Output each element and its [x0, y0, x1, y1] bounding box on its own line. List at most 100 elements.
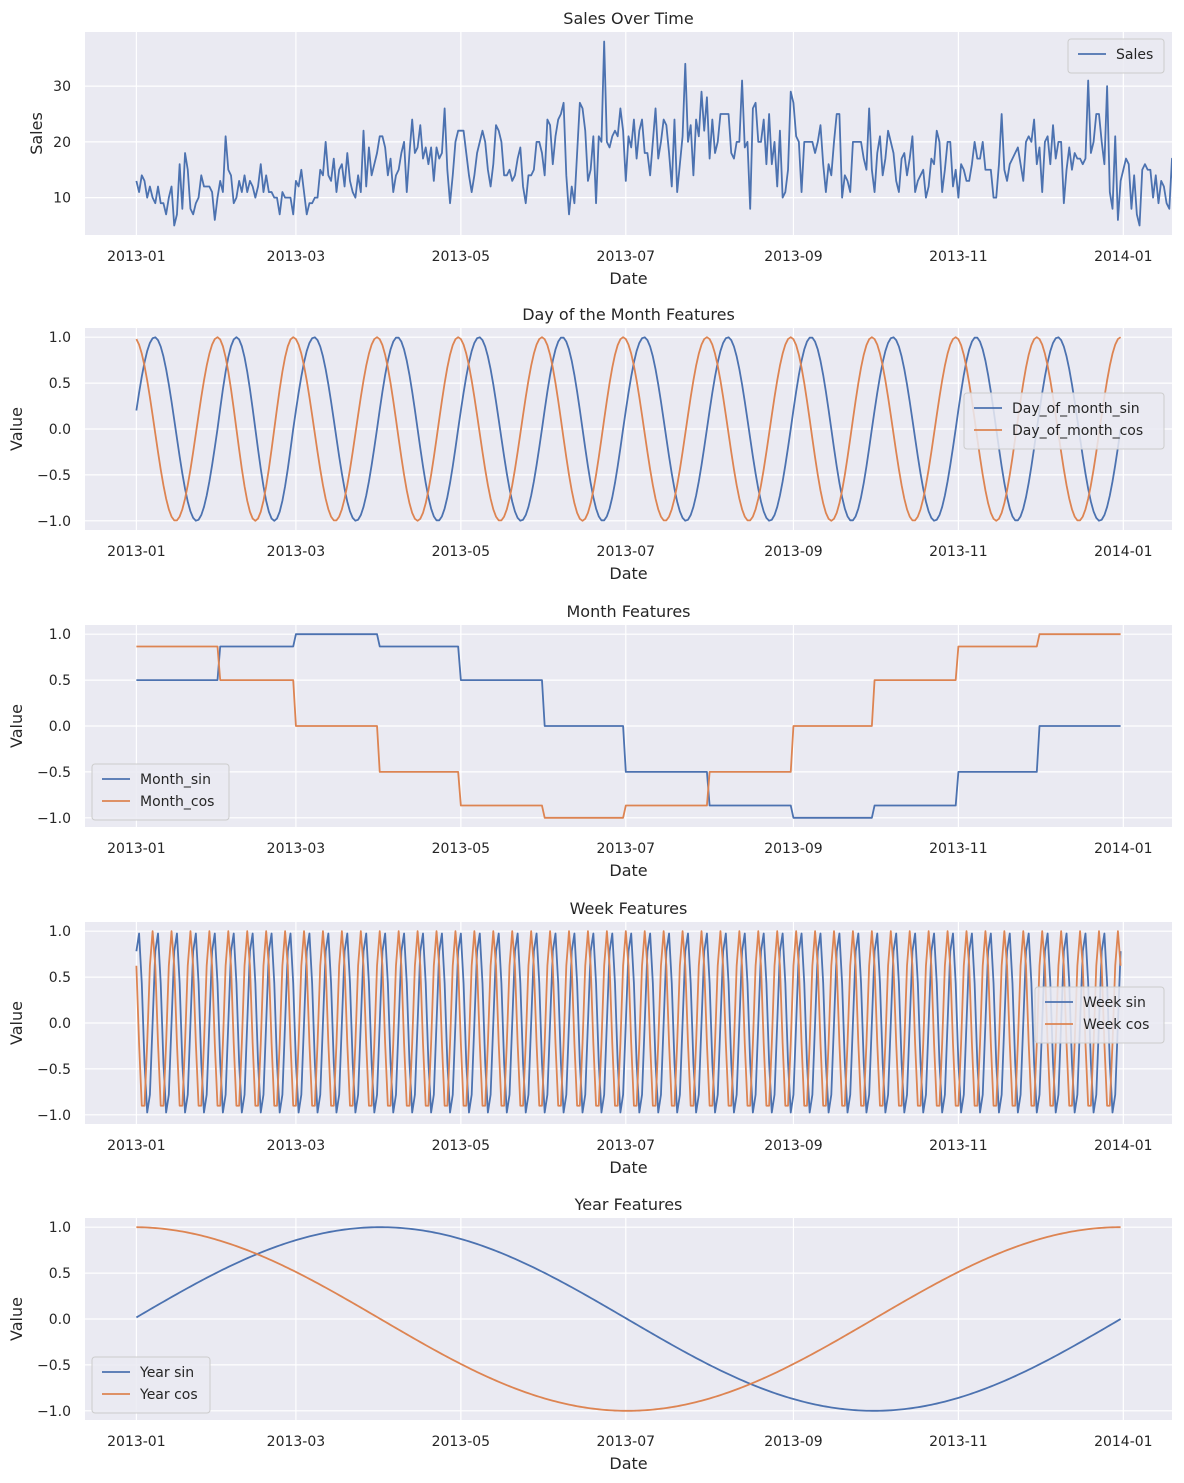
y-tick-label: 0.0 — [49, 1016, 71, 1032]
legend-entry: Year sin — [139, 1365, 194, 1381]
series-line-day-of-month-sin — [135, 336, 1122, 522]
x-axis-label: Date — [609, 269, 647, 288]
x-tick-label: 2014-01 — [1094, 1138, 1153, 1154]
y-tick-label: −0.5 — [37, 1062, 71, 1078]
x-tick-label: 2014-01 — [1094, 249, 1153, 265]
legend: Year sin Year cos — [91, 1356, 211, 1414]
y-tick-label: 1.0 — [49, 924, 71, 940]
x-tick-label: 2014-01 — [1094, 841, 1153, 857]
x-tick-label: 2013-07 — [597, 249, 656, 265]
x-tick-label: 2013-01 — [107, 1138, 166, 1154]
legend-entry: Sales — [1116, 47, 1153, 63]
chart-title: Year Features — [574, 1195, 683, 1214]
x-tick-label: 2013-11 — [929, 1138, 988, 1154]
legend-entry: Day_of_month_cos — [1012, 423, 1143, 439]
chart-title: Week Features — [570, 899, 688, 918]
x-tick-label: 2013-03 — [267, 249, 326, 265]
legend-entry: Month_cos — [140, 794, 214, 810]
legend: Day_of_month_sin Day_of_month_cos — [963, 392, 1165, 450]
y-tick-label: 0.5 — [49, 673, 71, 689]
y-axis-label: Sales — [27, 112, 46, 155]
y-tick-label: 20 — [53, 135, 71, 151]
y-tick-label: −0.5 — [37, 1358, 71, 1374]
series-line-month-sin — [136, 633, 1121, 819]
x-tick-label: 2013-07 — [597, 1434, 656, 1450]
y-tick-label: 1.0 — [49, 627, 71, 643]
y-axis-label: Value — [7, 407, 26, 451]
x-tick-label: 2013-07 — [597, 841, 656, 857]
y-axis-label: Value — [7, 704, 26, 748]
x-tick-label: 2013-01 — [107, 249, 166, 265]
series-line-week-sin — [135, 932, 1122, 1114]
x-axis-label: Date — [609, 861, 647, 880]
x-tick-label: 2013-03 — [267, 544, 326, 560]
legend-box — [91, 1356, 211, 1414]
y-tick-label: −1.0 — [37, 1404, 71, 1420]
x-tick-label: 2013-11 — [929, 1434, 988, 1450]
legend-entry: Day_of_month_sin — [1012, 401, 1140, 417]
x-tick-label: 2013-11 — [929, 841, 988, 857]
plot-area — [85, 32, 1172, 235]
y-tick-label: 10 — [53, 191, 71, 207]
x-tick-label: 2013-07 — [597, 1138, 656, 1154]
y-tick-label: 0.0 — [49, 422, 71, 438]
series-line-week-cos — [135, 930, 1122, 1107]
y-tick-label: 0.0 — [49, 1312, 71, 1328]
x-tick-label: 2013-03 — [267, 1434, 326, 1450]
legend: Month_sin Month_cos — [91, 763, 230, 821]
y-tick-label: 0.0 — [49, 719, 71, 735]
x-axis-label: Date — [609, 1158, 647, 1177]
legend-entry: Week sin — [1083, 995, 1146, 1011]
x-tick-label: 2013-01 — [107, 841, 166, 857]
y-axis-label: Value — [7, 1001, 26, 1045]
x-tick-label: 2013-07 — [597, 544, 656, 560]
y-tick-label: 1.0 — [49, 1220, 71, 1236]
y-tick-label: −0.5 — [37, 765, 71, 781]
x-axis-label: Date — [609, 1454, 647, 1473]
x-tick-label: 2013-09 — [764, 841, 823, 857]
x-tick-label: 2013-05 — [432, 1138, 491, 1154]
x-tick-label: 2013-09 — [764, 249, 823, 265]
x-tick-label: 2013-01 — [107, 1434, 166, 1450]
y-tick-label: −0.5 — [37, 468, 71, 484]
panel-5: 2013-01 2013-03 2013-05 2013-07 2013-09 2013-… — [7, 1195, 1172, 1473]
x-tick-label: 2013-05 — [432, 1434, 491, 1450]
panel-1: 2013-01 2013-03 2013-05 2013-07 2013-09 2013-… — [27, 9, 1172, 288]
panel-4: 2013-01 2013-03 2013-05 2013-07 2013-09 2013-… — [7, 899, 1172, 1177]
chart-title: Sales Over Time — [563, 9, 693, 28]
y-axis-label: Value — [7, 1297, 26, 1341]
y-tick-label: 0.5 — [49, 1266, 71, 1282]
x-tick-label: 2013-05 — [432, 544, 491, 560]
x-tick-label: 2013-11 — [929, 249, 988, 265]
legend: Sales — [1067, 38, 1165, 74]
x-tick-label: 2013-09 — [764, 1138, 823, 1154]
x-tick-label: 2013-03 — [267, 1138, 326, 1154]
legend-entry: Month_sin — [140, 772, 211, 788]
panel-2: 2013-01 2013-03 2013-05 2013-07 2013-09 2013-… — [7, 305, 1172, 583]
series-line-year-cos — [136, 1226, 1121, 1412]
x-tick-label: 2014-01 — [1094, 544, 1153, 560]
legend: Week sin Week cos — [1034, 986, 1165, 1044]
series-line-sales — [135, 40, 1172, 227]
x-tick-label: 2014-01 — [1094, 1434, 1153, 1450]
x-tick-label: 2013-09 — [764, 544, 823, 560]
series-line-day-of-month-cos — [135, 336, 1122, 522]
x-tick-label: 2013-05 — [432, 841, 491, 857]
legend-box — [91, 763, 230, 821]
x-tick-label: 2013-05 — [432, 249, 491, 265]
panel-3: 2013-01 2013-03 2013-05 2013-07 2013-09 2013-… — [7, 602, 1172, 880]
y-tick-label: 30 — [53, 79, 71, 95]
x-tick-label: 2013-11 — [929, 544, 988, 560]
legend-entry: Year cos — [139, 1387, 198, 1403]
series-line-month-cos — [136, 633, 1121, 819]
y-tick-label: 0.5 — [49, 970, 71, 986]
x-axis-label: Date — [609, 564, 647, 583]
x-tick-label: 2013-09 — [764, 1434, 823, 1450]
chart-title: Day of the Month Features — [522, 305, 735, 324]
y-tick-label: −1.0 — [37, 1108, 71, 1124]
legend-box — [1067, 38, 1165, 74]
x-tick-label: 2013-01 — [107, 544, 166, 560]
x-tick-label: 2013-03 — [267, 841, 326, 857]
y-tick-label: −1.0 — [37, 811, 71, 827]
